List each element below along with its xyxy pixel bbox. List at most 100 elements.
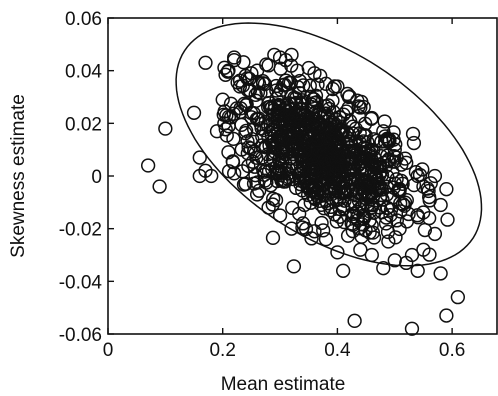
cluster-point xyxy=(284,58,299,73)
cluster-point xyxy=(291,144,306,159)
data-point xyxy=(330,245,345,260)
cluster-point xyxy=(392,184,407,199)
cluster-point xyxy=(292,73,308,89)
x-tick-label: 0.4 xyxy=(324,340,351,361)
cluster-point xyxy=(337,193,352,208)
cluster-point xyxy=(323,199,338,215)
cluster-point xyxy=(364,156,380,171)
cluster-point xyxy=(263,152,278,168)
cluster-point xyxy=(330,189,345,205)
cluster-point xyxy=(306,111,321,126)
cluster-point xyxy=(218,67,233,82)
cluster-point xyxy=(376,155,391,170)
cluster-point xyxy=(255,76,271,91)
cluster-point xyxy=(350,213,365,228)
cluster-point xyxy=(365,197,380,212)
cluster-point xyxy=(355,199,370,214)
y-tick-label: -0.06 xyxy=(59,325,102,346)
cluster-point xyxy=(253,117,268,132)
cluster-point xyxy=(340,86,355,102)
cluster-point xyxy=(310,77,325,92)
cluster-point xyxy=(440,212,455,227)
cluster-point xyxy=(294,163,309,179)
cluster-point xyxy=(358,174,374,189)
cluster-point xyxy=(327,79,342,94)
cluster-point xyxy=(329,214,344,229)
cluster-point xyxy=(258,140,274,155)
y-tick-label: -0.04 xyxy=(59,272,103,293)
cluster-point xyxy=(223,110,239,125)
confidence-ellipse xyxy=(175,22,483,267)
cluster-point xyxy=(325,93,340,108)
cluster-point xyxy=(417,222,433,238)
cluster-point xyxy=(239,123,254,138)
cluster-point xyxy=(292,106,307,121)
cluster-point xyxy=(380,224,396,240)
cluster-point xyxy=(392,221,407,237)
y-tick-label: 0.04 xyxy=(65,62,102,83)
x-tick-label: 0.2 xyxy=(209,340,235,361)
cluster-point xyxy=(308,88,324,103)
cluster-point xyxy=(340,182,355,197)
cluster-point xyxy=(337,214,352,230)
cluster-point xyxy=(281,75,297,90)
cluster-point xyxy=(303,89,318,104)
x-axis: 0 0.2 0.4 0.6 xyxy=(103,18,465,361)
cluster-point xyxy=(307,128,322,143)
y-tick-label: 0 xyxy=(91,167,102,188)
cluster-point xyxy=(338,185,353,200)
cluster-point xyxy=(268,192,284,208)
cluster-point xyxy=(352,135,367,150)
cluster-point xyxy=(304,165,320,180)
y-tick-label: 0.02 xyxy=(65,114,102,135)
cluster-point xyxy=(273,82,289,98)
cluster-point xyxy=(381,234,396,249)
data-point xyxy=(215,92,230,107)
cluster-point xyxy=(288,96,303,112)
cluster-point xyxy=(240,71,255,86)
cluster-point xyxy=(416,205,431,220)
cluster-point xyxy=(346,167,361,182)
cluster-point xyxy=(393,204,408,219)
data-point xyxy=(140,158,156,173)
cluster-point xyxy=(273,120,288,136)
data-point xyxy=(158,121,173,136)
cluster-point xyxy=(269,78,284,94)
cluster-point xyxy=(274,165,289,180)
cluster-point xyxy=(248,87,263,102)
x-axis-title: Mean estimate xyxy=(221,374,346,395)
cluster-point xyxy=(234,142,249,157)
dense-cluster-points xyxy=(216,55,455,274)
cluster-point xyxy=(247,159,262,174)
cluster-point xyxy=(288,180,304,196)
x-tick-label: 0 xyxy=(103,340,114,361)
cluster-point xyxy=(283,102,298,117)
cluster-point xyxy=(314,215,329,231)
data-point xyxy=(209,124,225,139)
cluster-point xyxy=(292,206,307,221)
data-point xyxy=(335,263,351,278)
cluster-point xyxy=(342,89,357,104)
cluster-point xyxy=(357,153,372,169)
cluster-point xyxy=(295,220,310,235)
cluster-point xyxy=(259,57,274,72)
cluster-point xyxy=(377,114,392,129)
cluster-point xyxy=(334,158,349,173)
cluster-point xyxy=(401,206,416,222)
cluster-point xyxy=(410,210,426,225)
cluster-point xyxy=(406,177,422,193)
cluster-point xyxy=(273,61,288,76)
cluster-point xyxy=(421,183,436,199)
cluster-point xyxy=(351,99,366,114)
cluster-point xyxy=(298,143,313,159)
cluster-point xyxy=(406,135,422,151)
cluster-point xyxy=(306,119,322,135)
cluster-point xyxy=(286,259,302,274)
cluster-point xyxy=(328,119,343,134)
cluster-point xyxy=(336,107,351,122)
cluster-point xyxy=(356,99,371,115)
x-tick-label: 0.6 xyxy=(439,340,465,361)
cluster-point xyxy=(308,184,324,200)
cluster-point xyxy=(388,230,403,245)
